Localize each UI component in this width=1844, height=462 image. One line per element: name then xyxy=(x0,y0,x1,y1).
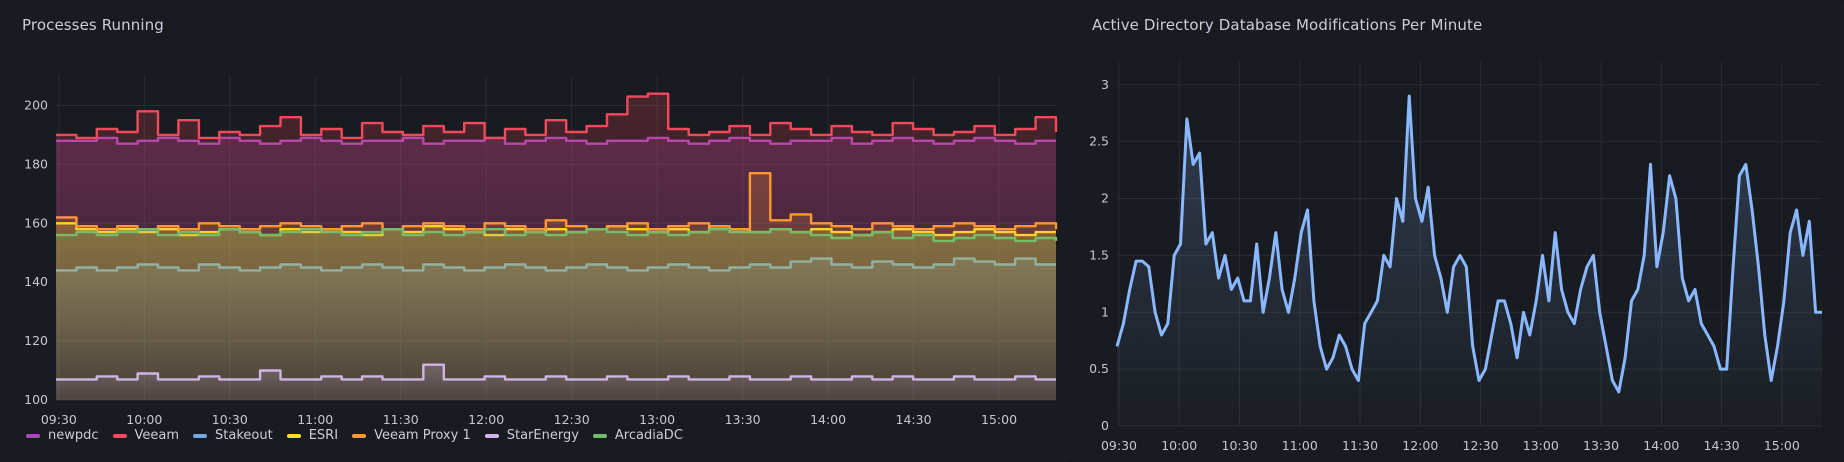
series-line-arcadiadc xyxy=(56,228,1058,243)
series-line-veeam xyxy=(56,92,1058,140)
legend-swatch xyxy=(112,433,127,438)
x-tick-label: 14:30 xyxy=(1704,438,1740,453)
legend-item-veeam-proxy-1[interactable]: Veeam Proxy 1 xyxy=(352,428,471,443)
ad-modifications-panel: Active Directory Database Modifications … xyxy=(1070,0,1844,462)
x-tick-label: 09:30 xyxy=(41,412,77,427)
y-tick-label: 200 xyxy=(24,97,48,112)
legend-item-veeam[interactable]: Veeam xyxy=(112,428,180,443)
y-tick-label: 100 xyxy=(24,392,48,407)
y-tick-label: 1.5 xyxy=(1089,247,1109,262)
x-tick-label: 11:30 xyxy=(1342,438,1378,453)
legend-item-stakeout[interactable]: Stakeout xyxy=(193,428,273,443)
x-tick-label: 13:30 xyxy=(1583,438,1619,453)
legend-item-esri[interactable]: ESRI xyxy=(286,428,339,443)
legend-label: Veeam xyxy=(134,428,180,443)
x-tick-label: 09:30 xyxy=(1101,438,1137,453)
legend-label: Veeam Proxy 1 xyxy=(374,428,471,443)
legend-swatch xyxy=(592,433,607,438)
x-tick-label: 10:30 xyxy=(212,412,248,427)
y-tick-label: 0 xyxy=(1101,418,1109,433)
legend-label: ESRI xyxy=(308,428,339,443)
series-area-series xyxy=(1117,96,1822,426)
x-tick-label: 13:00 xyxy=(1523,438,1559,453)
panel-title-processes: Processes Running xyxy=(22,16,164,34)
x-tick-label: 10:00 xyxy=(126,412,162,427)
x-tick-label: 12:00 xyxy=(1402,438,1438,453)
legend-item-newpdc[interactable]: newpdc xyxy=(26,428,99,443)
x-tick-label: 11:30 xyxy=(383,412,419,427)
y-tick-label: 140 xyxy=(24,274,48,289)
x-tick-label: 14:30 xyxy=(896,412,932,427)
panel-title-ad-mods: Active Directory Database Modifications … xyxy=(1092,16,1483,34)
legend-swatch xyxy=(286,433,301,438)
y-tick-label: 0.5 xyxy=(1089,361,1109,376)
legend-item-arcadiadc[interactable]: ArcadiaDC xyxy=(592,428,683,443)
x-tick-label: 13:30 xyxy=(725,412,761,427)
legend-label: newpdc xyxy=(48,428,99,443)
x-tick-label: 12:30 xyxy=(554,412,590,427)
y-tick-label: 3 xyxy=(1101,77,1109,92)
legend-swatch xyxy=(193,433,208,438)
x-tick-label: 10:00 xyxy=(1161,438,1197,453)
x-tick-label: 12:30 xyxy=(1463,438,1499,453)
legend-label: StarEnergy xyxy=(506,428,579,443)
legend-label: ArcadiaDC xyxy=(614,428,683,443)
series-area-arcadiadc xyxy=(56,229,1056,400)
legend-swatch xyxy=(352,433,367,438)
y-tick-label: 2.5 xyxy=(1089,134,1109,149)
x-tick-label: 12:00 xyxy=(468,412,504,427)
series-line-veeam-proxy-1 xyxy=(56,172,1058,231)
y-tick-label: 120 xyxy=(24,333,48,348)
x-tick-label: 11:00 xyxy=(1282,438,1318,453)
x-tick-label: 15:00 xyxy=(981,412,1017,427)
y-tick-label: 180 xyxy=(24,156,48,171)
x-tick-label: 11:00 xyxy=(297,412,333,427)
legend-swatch xyxy=(484,433,499,438)
legend-item-starenergy[interactable]: StarEnergy xyxy=(484,428,579,443)
legend-swatch xyxy=(26,433,40,438)
y-tick-label: 1 xyxy=(1101,304,1109,319)
series-line-series xyxy=(1115,94,1822,394)
x-tick-label: 15:00 xyxy=(1764,438,1800,453)
ad-modifications-chart: 0 0.5 1 1.5 2 2.5 3 09:30 10:00 10:30 11:00 11:30 12… xyxy=(1089,62,1822,453)
y-tick-label: 160 xyxy=(24,215,48,230)
legend: newpdc Veeam Stakeout ESRI Veeam Proxy 1 Star… xyxy=(26,428,683,443)
processes-running-chart: 100 120 140 160 180 200 09:30 10:00 10:30 11:00 11… xyxy=(24,76,1058,427)
x-tick-label: 13:00 xyxy=(639,412,675,427)
processes-running-panel: Processes Running 100 120 140 160 180 200 09:3… xyxy=(22,16,1058,443)
x-tick-label: 14:00 xyxy=(810,412,846,427)
x-tick-label: 10:30 xyxy=(1222,438,1258,453)
x-tick-label: 14:00 xyxy=(1643,438,1679,453)
y-tick-label: 2 xyxy=(1101,191,1109,206)
legend-label: Stakeout xyxy=(215,428,273,443)
